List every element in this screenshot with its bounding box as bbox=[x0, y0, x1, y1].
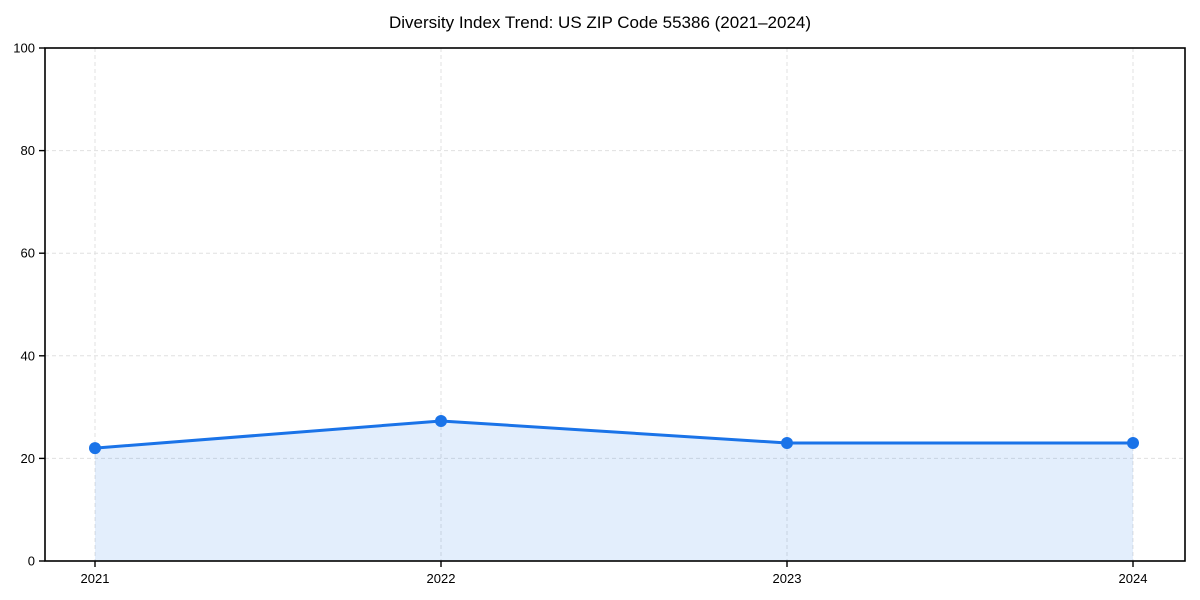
data-point-marker-2022 bbox=[435, 414, 447, 427]
x-axis-tick-label: 2021 bbox=[81, 571, 110, 586]
trend-line bbox=[93, 419, 1135, 450]
y-axis-tick-label: 20 bbox=[21, 451, 35, 466]
data-point-marker-2024 bbox=[1127, 437, 1139, 450]
x-axis-tick-label: 2024 bbox=[1119, 571, 1148, 586]
data-point-marker-2021 bbox=[89, 442, 101, 455]
x-axis-tick-label: 2023 bbox=[773, 571, 802, 586]
y-axis-tick-label: 0 bbox=[28, 554, 35, 569]
y-axis-tick-label: 80 bbox=[21, 143, 35, 158]
x-axis-tick-label: 2022 bbox=[427, 571, 456, 586]
data-point-marker-2023 bbox=[781, 437, 793, 450]
plot-border bbox=[44, 47, 1186, 562]
chart-title: Diversity Index Trend: US ZIP Code 55386… bbox=[388, 13, 812, 32]
area-fill bbox=[95, 420, 1133, 561]
y-axis-tick-label: 60 bbox=[21, 246, 35, 261]
y-axis-tick-label: 40 bbox=[21, 348, 35, 363]
y-axis-tick-label: 100 bbox=[13, 41, 35, 56]
